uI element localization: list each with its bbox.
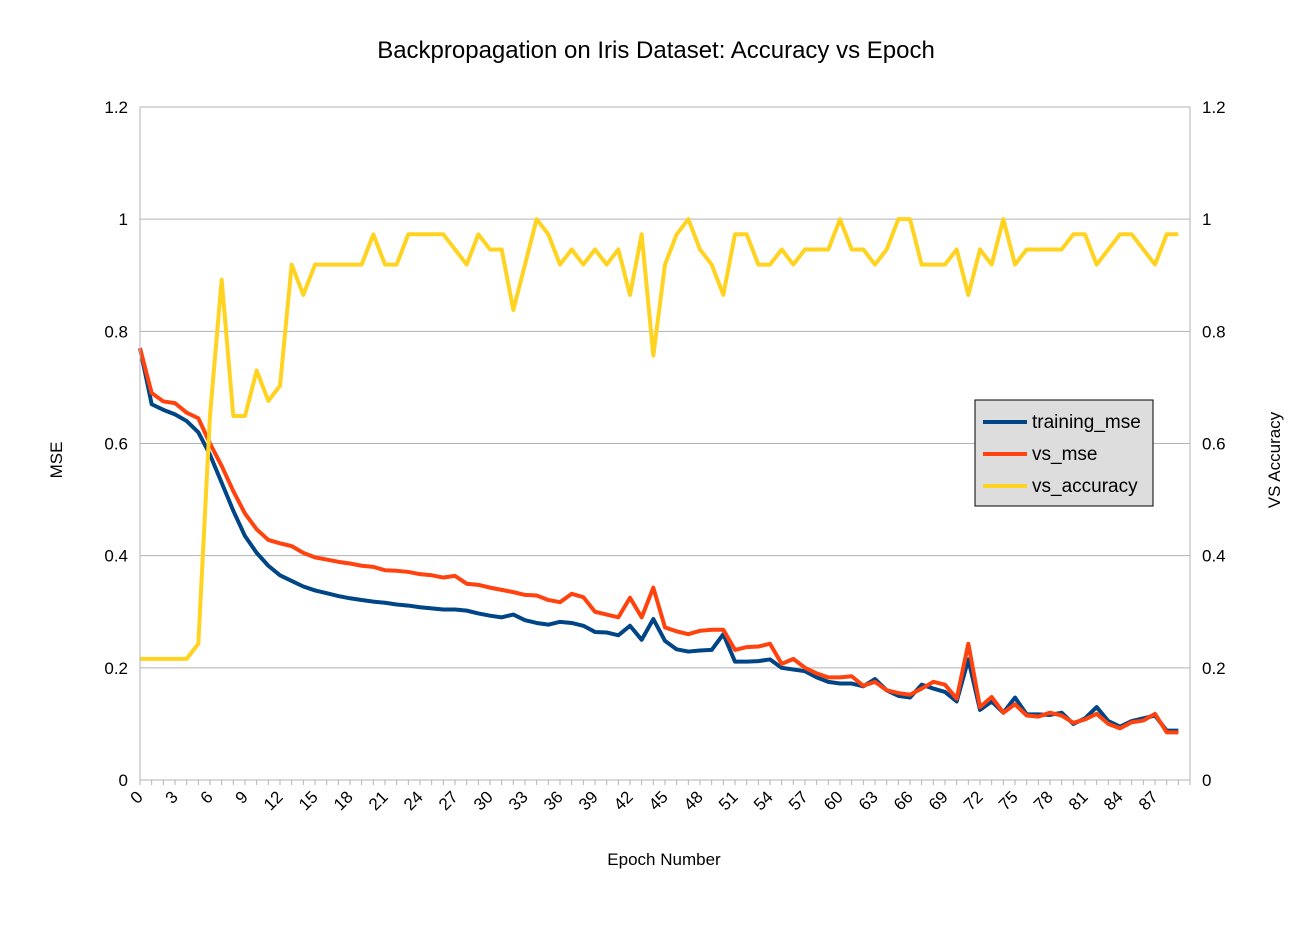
x-tick-label: 45 <box>645 787 672 814</box>
y-axis-title: MSE <box>47 442 66 479</box>
y2-tick-label: 0.6 <box>1202 435 1226 454</box>
y-tick-label: 0.6 <box>104 435 128 454</box>
y2-axis-ticks: 0 0.2 0.4 0.6 0.8 1 1.2 <box>1202 98 1226 790</box>
y2-tick-label: 0.2 <box>1202 659 1226 678</box>
y-tick-label: 0.2 <box>104 659 128 678</box>
series-layer <box>138 217 1179 735</box>
legend-label-vs-mse: vs_mse <box>1032 444 1097 465</box>
series-line-vs-accuracy <box>140 217 1179 661</box>
x-tick-label: 63 <box>855 787 882 814</box>
legend-label-vs-accuracy: vs_accuracy <box>1032 476 1138 497</box>
y2-tick-label: 1 <box>1202 210 1211 229</box>
x-tick-label: 87 <box>1135 787 1162 814</box>
x-tick-label: 81 <box>1065 787 1092 814</box>
x-tick-label: 6 <box>197 787 217 807</box>
x-tick-label: 15 <box>295 787 322 814</box>
x-tick-label: 69 <box>925 787 952 814</box>
x-tick-label: 48 <box>680 787 707 814</box>
x-tick-label: 60 <box>820 787 847 814</box>
x-axis-title: Epoch Number <box>607 850 721 869</box>
x-tick-label: 9 <box>232 787 252 807</box>
legend: training_mse vs_mse vs_accuracy <box>974 399 1154 507</box>
x-tick-label: 12 <box>260 787 287 814</box>
x-tick-label: 36 <box>540 787 567 814</box>
y-tick-label: 1.2 <box>104 98 128 117</box>
x-tick-label: 3 <box>162 787 182 807</box>
y-tick-label: 0.4 <box>104 547 128 566</box>
legend-label-training-mse: training_mse <box>1032 412 1141 433</box>
x-tick-label: 33 <box>505 787 532 814</box>
x-tick-label: 54 <box>750 787 777 814</box>
x-tick-label: 21 <box>365 787 392 814</box>
x-tick-label: 78 <box>1030 787 1057 814</box>
y2-tick-label: 1.2 <box>1202 98 1226 117</box>
x-tick-label: 18 <box>330 787 357 814</box>
chart-title: Backpropagation on Iris Dataset: Accurac… <box>377 37 935 64</box>
y-tick-label: 1 <box>119 210 128 229</box>
x-tick-label: 24 <box>400 787 427 814</box>
y2-tick-label: 0.8 <box>1202 322 1226 341</box>
x-tick-label: 57 <box>785 787 812 814</box>
x-tick-label: 42 <box>610 787 637 814</box>
x-axis-ticks: 0 3 6 9 12 15 18 21 24 27 30 33 36 39 42 45 48 51 54 57 60 63… <box>127 780 1191 814</box>
y-tick-label: 0 <box>119 771 128 790</box>
y-axis-ticks: 0 0.2 0.4 0.6 0.8 1 1.2 <box>104 98 128 790</box>
x-tick-label: 0 <box>127 787 147 807</box>
x-tick-label: 51 <box>715 787 742 814</box>
x-tick-label: 75 <box>995 787 1022 814</box>
y2-tick-label: 0.4 <box>1202 547 1226 566</box>
axes <box>139 107 1191 780</box>
x-tick-label: 30 <box>470 787 497 814</box>
x-tick-label: 66 <box>890 787 917 814</box>
series-line-vs-mse <box>138 347 1179 735</box>
y2-axis-title: VS Accuracy <box>1265 411 1284 508</box>
x-tick-label: 39 <box>575 787 602 814</box>
x-tick-label: 27 <box>435 787 462 814</box>
x-tick-label: 72 <box>960 787 987 814</box>
y2-tick-label: 0 <box>1202 771 1211 790</box>
x-tick-label: 84 <box>1100 787 1127 814</box>
y-tick-label: 0.8 <box>104 322 128 341</box>
